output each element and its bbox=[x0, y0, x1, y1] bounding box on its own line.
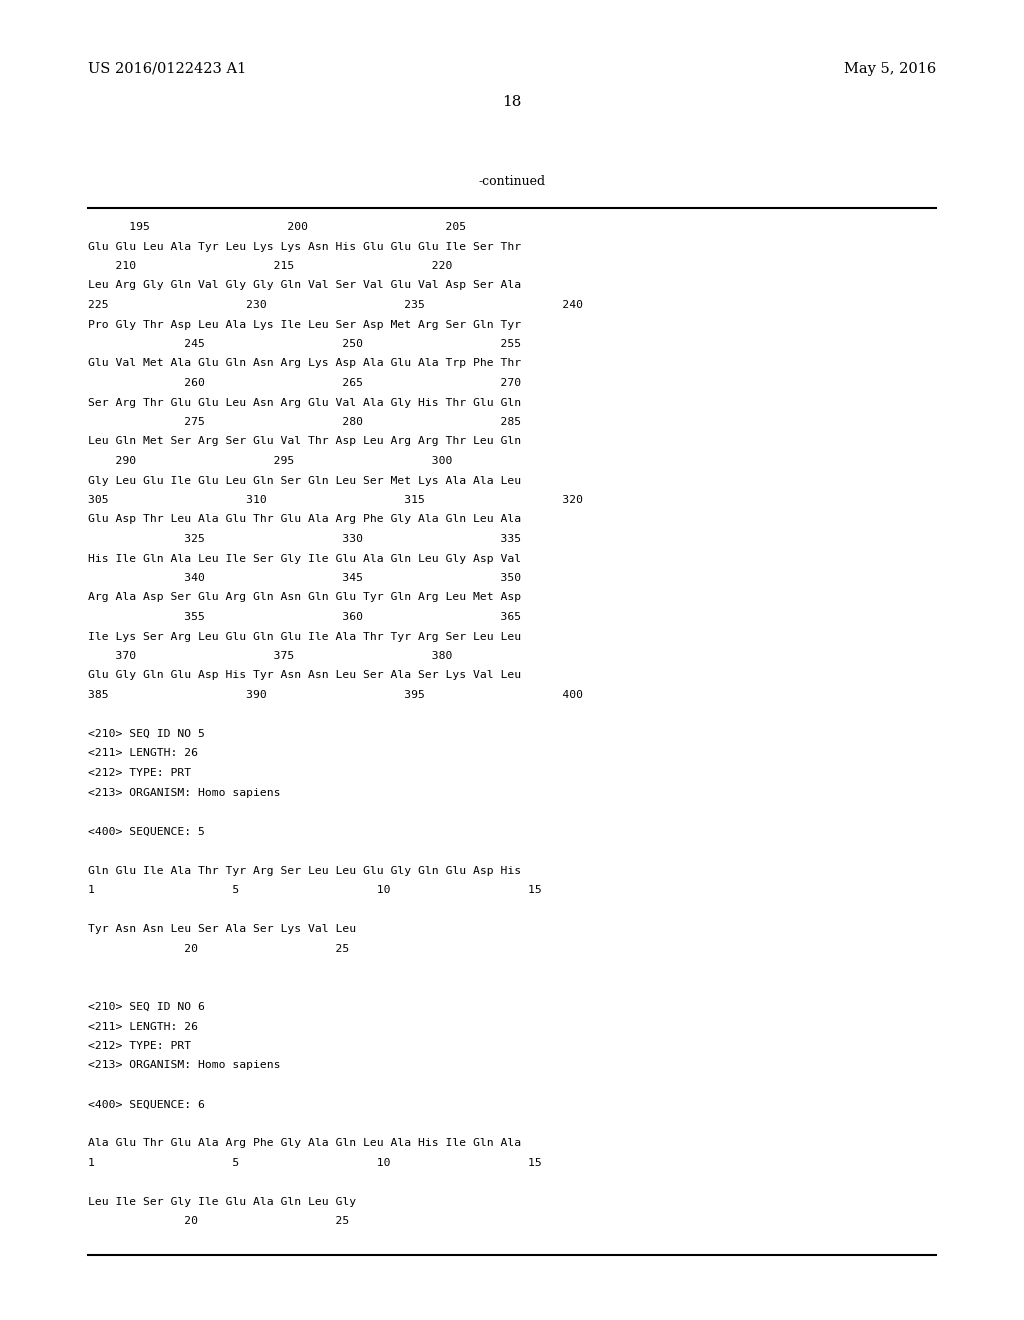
Text: 290                    295                    300: 290 295 300 bbox=[88, 455, 535, 466]
Text: US 2016/0122423 A1: US 2016/0122423 A1 bbox=[88, 62, 246, 77]
Text: Leu Gln Met Ser Arg Ser Glu Val Thr Asp Leu Arg Arg Thr Leu Gln: Leu Gln Met Ser Arg Ser Glu Val Thr Asp … bbox=[88, 437, 521, 446]
Text: 1                    5                    10                    15: 1 5 10 15 bbox=[88, 884, 542, 895]
Text: 305                    310                    315                    320: 305 310 315 320 bbox=[88, 495, 583, 506]
Text: <213> ORGANISM: Homo sapiens: <213> ORGANISM: Homo sapiens bbox=[88, 788, 281, 797]
Text: His Ile Gln Ala Leu Ile Ser Gly Ile Glu Ala Gln Leu Gly Asp Val: His Ile Gln Ala Leu Ile Ser Gly Ile Glu … bbox=[88, 553, 521, 564]
Text: Leu Arg Gly Gln Val Gly Gly Gln Val Ser Val Glu Val Asp Ser Ala: Leu Arg Gly Gln Val Gly Gly Gln Val Ser … bbox=[88, 281, 521, 290]
Text: Ser Arg Thr Glu Glu Leu Asn Arg Glu Val Ala Gly His Thr Glu Gln: Ser Arg Thr Glu Glu Leu Asn Arg Glu Val … bbox=[88, 397, 521, 408]
Text: <210> SEQ ID NO 6: <210> SEQ ID NO 6 bbox=[88, 1002, 205, 1012]
Text: <212> TYPE: PRT: <212> TYPE: PRT bbox=[88, 1041, 191, 1051]
Text: May 5, 2016: May 5, 2016 bbox=[844, 62, 936, 77]
Text: 275                    280                    285: 275 280 285 bbox=[88, 417, 535, 426]
Text: 370                    375                    380: 370 375 380 bbox=[88, 651, 535, 661]
Text: Gln Glu Ile Ala Thr Tyr Arg Ser Leu Leu Glu Gly Gln Glu Asp His: Gln Glu Ile Ala Thr Tyr Arg Ser Leu Leu … bbox=[88, 866, 521, 875]
Text: Ile Lys Ser Arg Leu Glu Gln Glu Ile Ala Thr Tyr Arg Ser Leu Leu: Ile Lys Ser Arg Leu Glu Gln Glu Ile Ala … bbox=[88, 631, 521, 642]
Text: 260                    265                    270: 260 265 270 bbox=[88, 378, 535, 388]
Text: 20                    25: 20 25 bbox=[88, 944, 370, 953]
Text: 210                    215                    220: 210 215 220 bbox=[88, 261, 535, 271]
Text: 20                    25: 20 25 bbox=[88, 1217, 370, 1226]
Text: Ala Glu Thr Glu Ala Arg Phe Gly Ala Gln Leu Ala His Ile Gln Ala: Ala Glu Thr Glu Ala Arg Phe Gly Ala Gln … bbox=[88, 1138, 521, 1148]
Text: 245                    250                    255: 245 250 255 bbox=[88, 339, 535, 348]
Text: <213> ORGANISM: Homo sapiens: <213> ORGANISM: Homo sapiens bbox=[88, 1060, 281, 1071]
Text: Tyr Asn Asn Leu Ser Ala Ser Lys Val Leu: Tyr Asn Asn Leu Ser Ala Ser Lys Val Leu bbox=[88, 924, 356, 935]
Text: Glu Val Met Ala Glu Gln Asn Arg Lys Asp Ala Glu Ala Trp Phe Thr: Glu Val Met Ala Glu Gln Asn Arg Lys Asp … bbox=[88, 359, 521, 368]
Text: <400> SEQUENCE: 6: <400> SEQUENCE: 6 bbox=[88, 1100, 205, 1110]
Text: <211> LENGTH: 26: <211> LENGTH: 26 bbox=[88, 748, 198, 759]
Text: <400> SEQUENCE: 5: <400> SEQUENCE: 5 bbox=[88, 826, 205, 837]
Text: <211> LENGTH: 26: <211> LENGTH: 26 bbox=[88, 1022, 198, 1031]
Text: 195                    200                    205: 195 200 205 bbox=[88, 222, 521, 232]
Text: Leu Ile Ser Gly Ile Glu Ala Gln Leu Gly: Leu Ile Ser Gly Ile Glu Ala Gln Leu Gly bbox=[88, 1197, 356, 1206]
Text: Pro Gly Thr Asp Leu Ala Lys Ile Leu Ser Asp Met Arg Ser Gln Tyr: Pro Gly Thr Asp Leu Ala Lys Ile Leu Ser … bbox=[88, 319, 521, 330]
Text: 18: 18 bbox=[503, 95, 521, 110]
Text: 340                    345                    350: 340 345 350 bbox=[88, 573, 535, 583]
Text: -continued: -continued bbox=[478, 176, 546, 187]
Text: <210> SEQ ID NO 5: <210> SEQ ID NO 5 bbox=[88, 729, 205, 739]
Text: Gly Leu Glu Ile Glu Leu Gln Ser Gln Leu Ser Met Lys Ala Ala Leu: Gly Leu Glu Ile Glu Leu Gln Ser Gln Leu … bbox=[88, 475, 521, 486]
Text: Glu Gly Gln Glu Asp His Tyr Asn Asn Leu Ser Ala Ser Lys Val Leu: Glu Gly Gln Glu Asp His Tyr Asn Asn Leu … bbox=[88, 671, 521, 681]
Text: 385                    390                    395                    400: 385 390 395 400 bbox=[88, 690, 583, 700]
Text: 1                    5                    10                    15: 1 5 10 15 bbox=[88, 1158, 542, 1168]
Text: Glu Glu Leu Ala Tyr Leu Lys Lys Asn His Glu Glu Glu Ile Ser Thr: Glu Glu Leu Ala Tyr Leu Lys Lys Asn His … bbox=[88, 242, 521, 252]
Text: 355                    360                    365: 355 360 365 bbox=[88, 612, 535, 622]
Text: Glu Asp Thr Leu Ala Glu Thr Glu Ala Arg Phe Gly Ala Gln Leu Ala: Glu Asp Thr Leu Ala Glu Thr Glu Ala Arg … bbox=[88, 515, 521, 524]
Text: <212> TYPE: PRT: <212> TYPE: PRT bbox=[88, 768, 191, 777]
Text: Arg Ala Asp Ser Glu Arg Gln Asn Gln Glu Tyr Gln Arg Leu Met Asp: Arg Ala Asp Ser Glu Arg Gln Asn Gln Glu … bbox=[88, 593, 521, 602]
Text: 325                    330                    335: 325 330 335 bbox=[88, 535, 535, 544]
Text: 225                    230                    235                    240: 225 230 235 240 bbox=[88, 300, 583, 310]
